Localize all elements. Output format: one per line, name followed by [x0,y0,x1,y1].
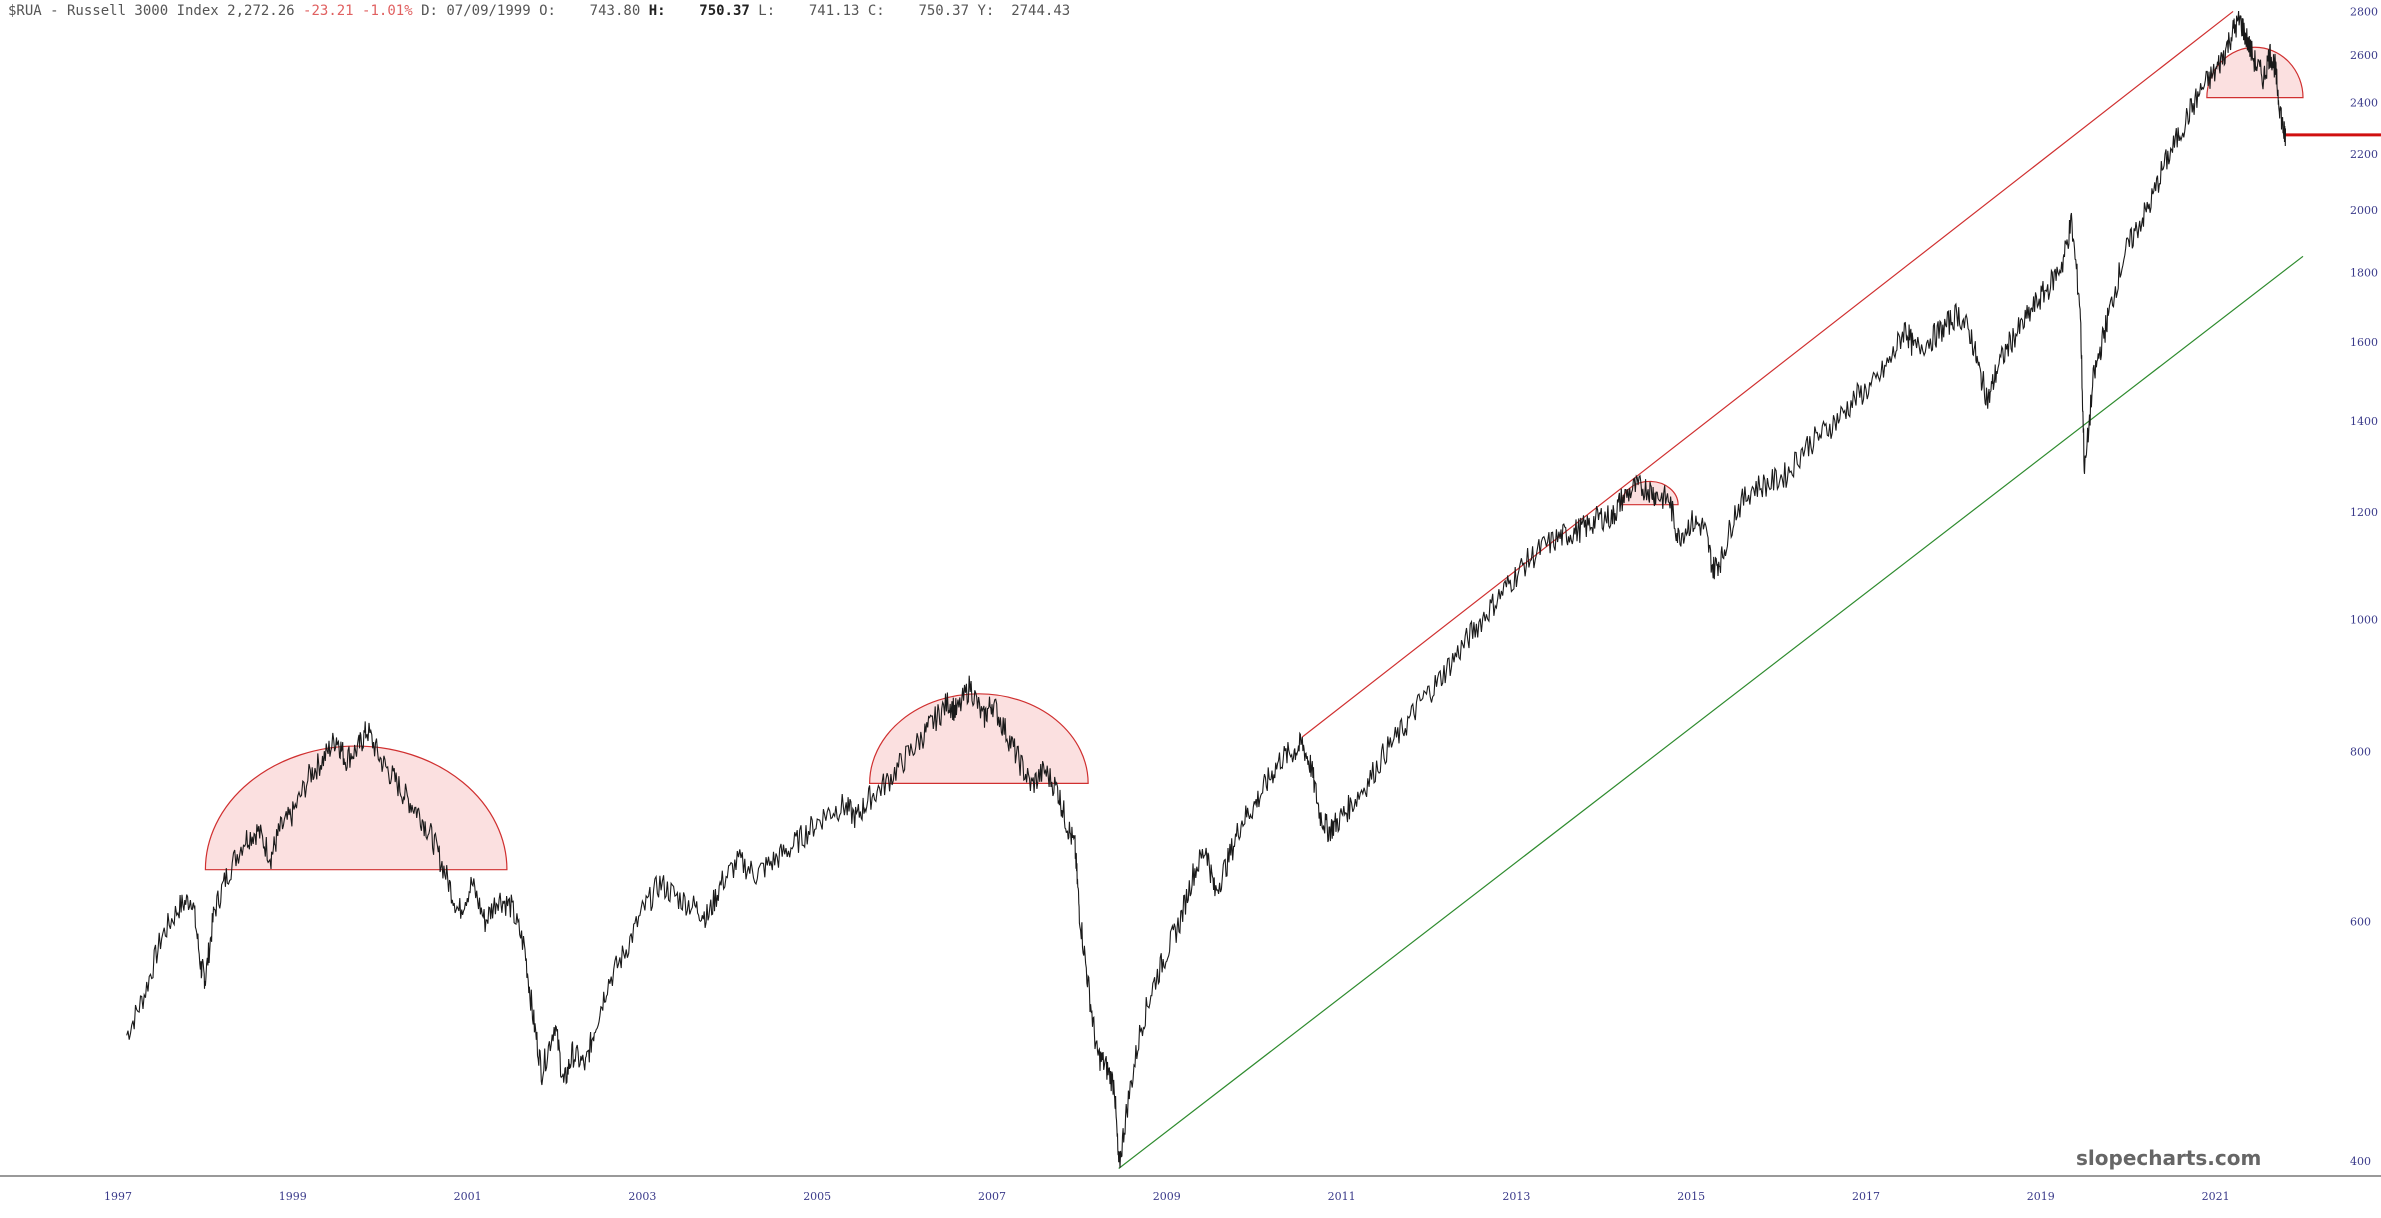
price-change-percent: -1.01% [362,3,413,19]
y-label: Y: [977,3,995,19]
y-tick-label: 1200 [2350,506,2378,519]
y-tick-label: 2800 [2350,5,2378,18]
dome-highlight [869,693,1089,785]
x-tick-label: 2005 [803,1190,831,1203]
y-tick-label: 800 [2350,746,2371,759]
x-tick-label: 2017 [1852,1190,1880,1203]
close-value: 750.37 [918,3,970,19]
date-label: D: [421,3,438,19]
x-tick-label: 2011 [1328,1190,1356,1203]
last-price: 2,272.26 [227,3,295,19]
high-label: H: [648,3,666,19]
y-tick-label: 600 [2350,916,2371,929]
x-tick-label: 2001 [454,1190,482,1203]
open-label: O: [539,3,556,19]
dome-highlight [204,745,508,871]
y-tick-label: 2200 [2350,148,2378,161]
y-tick-label: 1600 [2350,336,2378,349]
x-tick-label: 2015 [1677,1190,1705,1203]
watermark-logo: slopecharts.com [2076,1146,2262,1170]
y-value: 2744.43 [1011,3,1071,19]
y-tick-label: 1400 [2350,415,2378,428]
high-value: 750.37 [699,3,750,19]
y-tick-label: 2600 [2350,49,2378,62]
y-tick-label: 2000 [2350,204,2378,217]
x-tick-label: 2013 [1502,1190,1530,1203]
price-series [126,10,2287,1168]
x-tick-label: 2007 [978,1190,1006,1203]
date-value: 07/09/1999 [446,3,531,19]
price-line [126,10,2287,1168]
open-value: 743.80 [589,3,641,19]
symbol-name: $RUA - Russell 3000 Index [8,3,219,19]
y-axis: 400 600 800 1000 1200 1400 1600 1800 2000 2200 240… [2350,5,2378,1168]
x-tick-label: 1999 [279,1190,307,1203]
y-tick-label: 1000 [2350,614,2378,627]
x-axis: 1997 1999 2001 2003 2005 2007 2009 2011 2013 2015… [104,1190,2230,1203]
x-tick-label: 2009 [1153,1190,1181,1203]
x-tick-label: 2003 [628,1190,656,1203]
quote-header: $RUA - Russell 3000 Index 2,272.26 -23.2… [8,3,1070,19]
low-value: 741.13 [808,3,860,19]
trendlines [1118,10,2381,1169]
y-tick-label: 1800 [2350,266,2378,279]
x-tick-label: 2021 [2202,1190,2230,1203]
y-tick-label: 400 [2350,1155,2371,1168]
price-change: -23.21 [303,3,354,19]
lower-trendline [1118,255,2304,1169]
low-label: L: [758,3,776,19]
close-label: C: [867,3,885,19]
x-tick-label: 2019 [2027,1190,2055,1203]
x-tick-label: 1997 [104,1190,132,1203]
y-tick-label: 2400 [2350,97,2378,110]
upper-trendline [1301,10,2234,738]
dome-highlights [204,46,2304,871]
